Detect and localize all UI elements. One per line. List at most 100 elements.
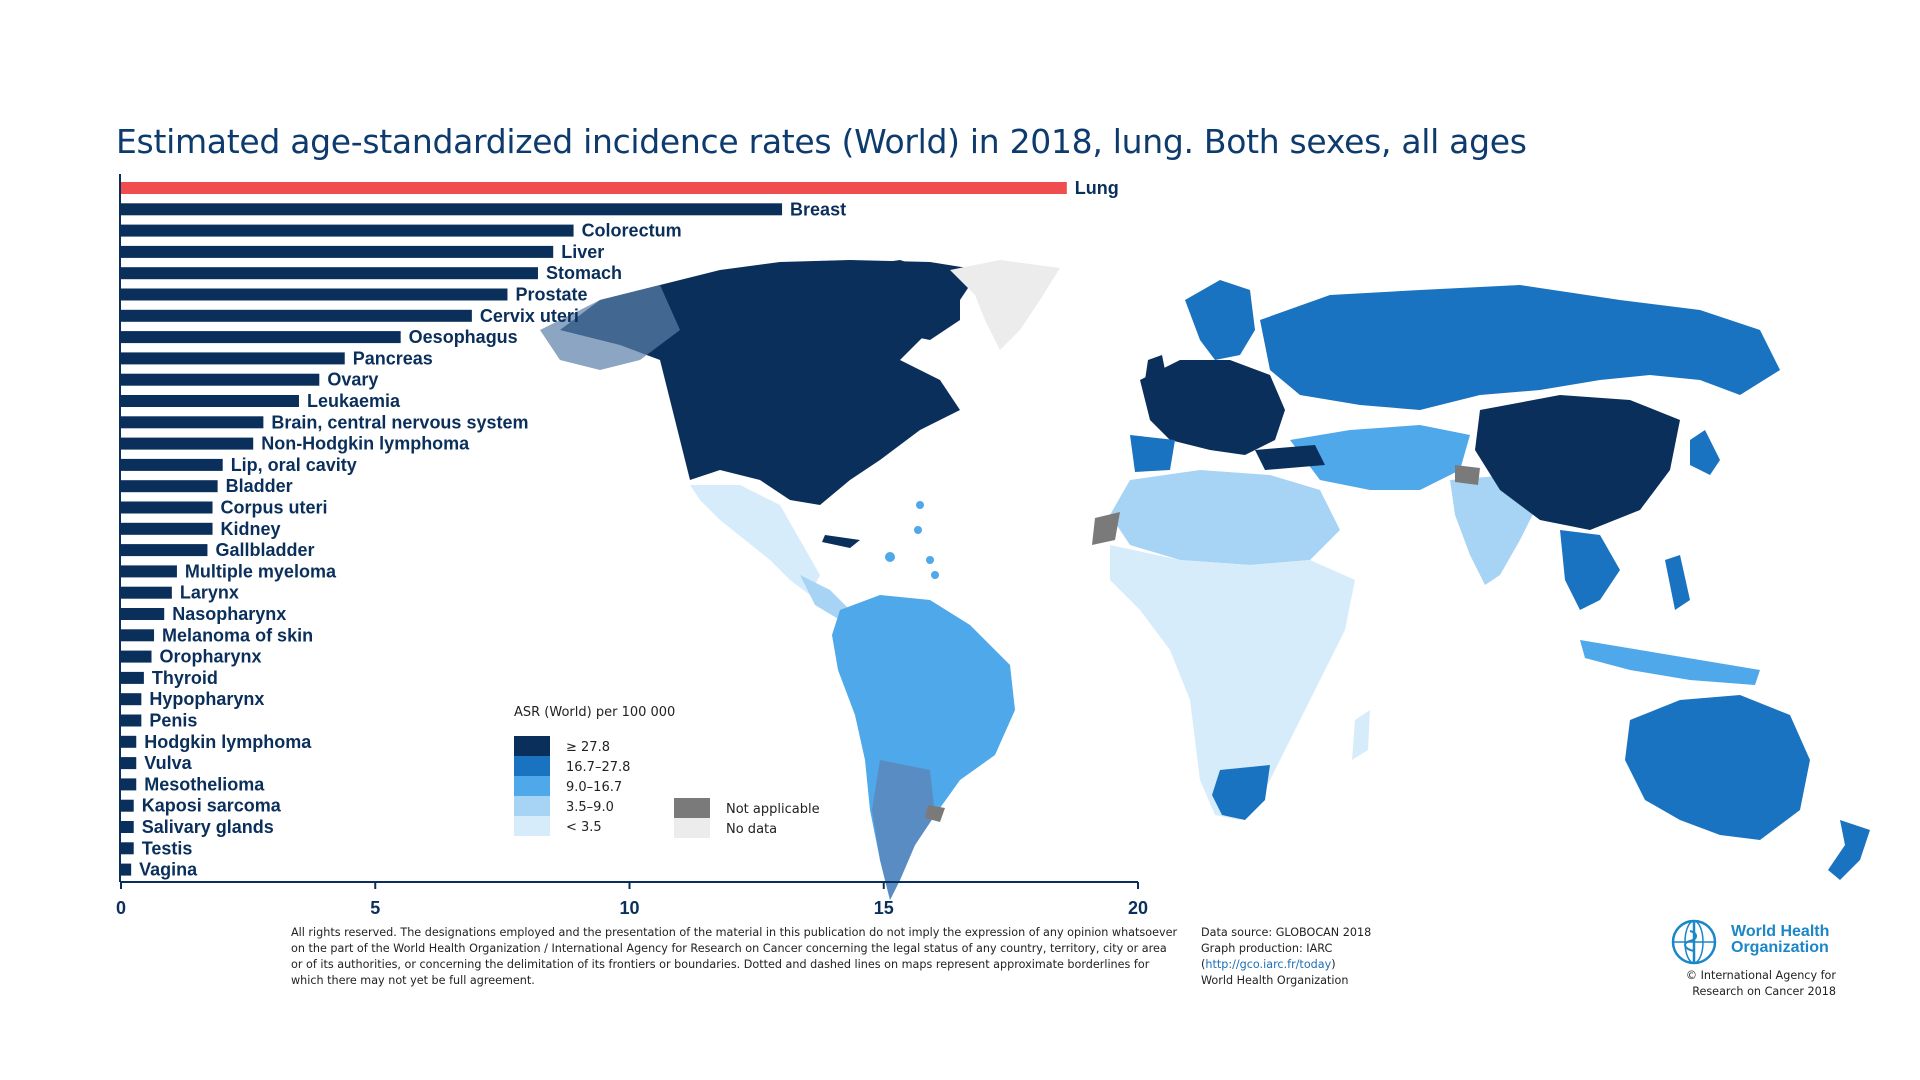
- x-tick-label: 15: [874, 898, 894, 918]
- map-uk: [1145, 355, 1168, 395]
- production-line: Graph production: IARC: [1201, 942, 1333, 955]
- link-close-paren: ): [1331, 958, 1336, 971]
- map-south-africa: [1212, 765, 1270, 820]
- source-link-line: (http://gco.iarc.fr/today): [1201, 957, 1421, 973]
- bar-label: Hodgkin lymphoma: [144, 732, 312, 752]
- bar-label: Leukaemia: [307, 391, 401, 411]
- bar-stomach: [121, 267, 538, 280]
- map-korea-japan: [1690, 430, 1720, 475]
- bar-bladder: [121, 480, 218, 493]
- bar-leukaemia: [121, 395, 299, 407]
- bar-label: Multiple myeloma: [185, 561, 337, 581]
- chart-title: Estimated age-standardized incidence rat…: [116, 122, 1527, 161]
- bar-label: Kaposi sarcoma: [142, 796, 282, 816]
- bar-labels-group: Lung Breast ColorectumLiverStomachProstate…: [139, 178, 1119, 880]
- map-nepal-na: [1455, 465, 1480, 485]
- map-mexico: [690, 485, 820, 595]
- map-canada-east: [830, 260, 960, 340]
- bar-label: Non-Hodgkin lymphoma: [261, 434, 470, 454]
- bar-oesophagus: [121, 331, 401, 344]
- bar-label: Hypopharynx: [149, 689, 264, 709]
- map-caribbean-isl: [926, 556, 934, 564]
- map-caribbean-isl: [914, 526, 922, 534]
- map-se-asia: [1560, 530, 1620, 610]
- bar-label: Lip, oral cavity: [231, 455, 357, 475]
- map-central-america: [800, 575, 850, 620]
- who-name-line1: World Health: [1731, 923, 1830, 940]
- map-alaska: [540, 285, 680, 370]
- legend-label-not-applicable: Not applicable: [726, 802, 820, 817]
- map-africa: [1110, 545, 1355, 820]
- map-europe-west: [1140, 360, 1285, 455]
- bar-label: Colorectum: [582, 221, 682, 241]
- bar-label: Testis: [142, 838, 193, 858]
- bar-vulva: [121, 757, 137, 770]
- bar-label: Salivary glands: [142, 817, 274, 837]
- map-western-sahara: [1092, 512, 1120, 545]
- bar-label: Vulva: [144, 753, 192, 773]
- map-central-asia: [1290, 425, 1470, 490]
- map-madagascar: [1352, 710, 1370, 760]
- x-tick-label: 20: [1128, 898, 1148, 918]
- legend-swatch-not-applicable: [674, 798, 710, 818]
- map-cuba: [822, 535, 860, 548]
- map-new-zealand: [1828, 820, 1870, 880]
- map-caribbean-isl: [931, 571, 939, 579]
- copyright-line1: © International Agency for: [1685, 969, 1836, 982]
- x-tick-label: 5: [370, 898, 380, 918]
- x-ticks-group: 0 5 10 15 20: [116, 882, 1148, 918]
- organization-line: World Health Organization: [1201, 974, 1349, 987]
- bar-lip-oral-cavity: [121, 458, 223, 471]
- bar-label: Oesophagus: [409, 327, 518, 347]
- bar-kaposi-sarcoma: [121, 799, 134, 812]
- bar-label: Oropharynx: [160, 647, 262, 667]
- legend-swatch-3: [514, 776, 550, 796]
- map-indonesia: [1580, 640, 1760, 685]
- map-greenland: [950, 260, 1060, 350]
- bar-label: Corpus uteri: [221, 498, 328, 518]
- map-turkey: [1255, 445, 1325, 470]
- bar-corpus-uteri: [121, 501, 213, 514]
- bar-label: Bladder: [226, 476, 293, 496]
- legend-label-1: ≥ 27.8: [566, 740, 610, 755]
- legend-swatch-4: [514, 796, 550, 816]
- map-north-africa: [1110, 470, 1340, 565]
- bar-label: Breast: [790, 199, 846, 219]
- source-line: Data source: GLOBOCAN 2018: [1201, 926, 1372, 939]
- legend-label-2: 16.7–27.8: [566, 760, 630, 775]
- bar-thyroid: [121, 671, 144, 684]
- legend: ASR (World) per 100 000 ≥ 27.8 16.7–27.8…: [514, 705, 820, 838]
- legend-swatch-2: [514, 756, 550, 776]
- data-source-block: Data source: GLOBOCAN 2018 Graph product…: [1201, 925, 1421, 989]
- gco-link[interactable]: http://gco.iarc.fr/today: [1205, 958, 1332, 971]
- map-china: [1475, 395, 1680, 530]
- bar-gallbladder: [121, 544, 208, 557]
- bar-label: Prostate: [515, 285, 587, 305]
- bar-label: Pancreas: [353, 348, 433, 368]
- bar-label: Gallbladder: [215, 540, 314, 560]
- bar-melanoma-of-skin: [121, 629, 155, 642]
- legend-label-3: 9.0–16.7: [566, 780, 622, 795]
- legend-label-no-data: No data: [726, 822, 777, 837]
- legend-label-5: < 3.5: [566, 820, 602, 835]
- who-emblem-icon: [1671, 919, 1717, 965]
- copyright-text: © International Agency for Research on C…: [1650, 968, 1836, 1000]
- bar-lung: [121, 182, 1067, 194]
- bar-salivary-glands: [121, 821, 134, 833]
- map-philippines: [1665, 555, 1690, 610]
- bar-breast: [121, 203, 783, 216]
- bar-larynx: [121, 586, 172, 599]
- bar-label: Stomach: [546, 263, 622, 283]
- bar-label: Penis: [149, 711, 197, 731]
- map-caribbean-isl: [885, 552, 895, 562]
- disclaimer-text: All rights reserved. The designations em…: [291, 926, 1178, 987]
- x-tick-label: 10: [619, 898, 639, 918]
- map-iberia: [1130, 435, 1175, 472]
- bar-label: Brain, central nervous system: [271, 412, 528, 432]
- bar-label: Ovary: [327, 370, 378, 390]
- bar-label: Cervix uteri: [480, 306, 579, 326]
- x-tick-label: 0: [116, 898, 126, 918]
- bar-hodgkin-lymphoma: [121, 735, 137, 748]
- bar-label: Larynx: [180, 583, 239, 603]
